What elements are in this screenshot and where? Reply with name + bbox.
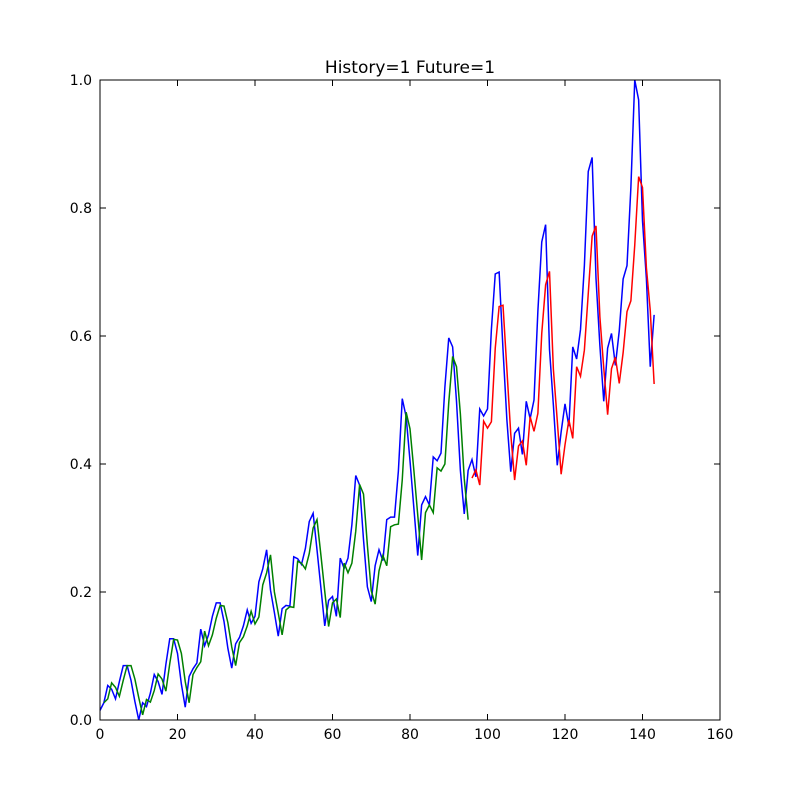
series-line-2 xyxy=(471,176,655,486)
x-tick-label: 60 xyxy=(324,727,342,743)
x-tick-label: 100 xyxy=(474,727,501,743)
x-tick-label: 120 xyxy=(552,727,579,743)
series-line-0 xyxy=(99,79,655,721)
series-layer xyxy=(99,79,655,721)
x-tick-label: 160 xyxy=(707,727,734,743)
y-tick-label: 0.2 xyxy=(70,585,92,601)
x-tick-label: 80 xyxy=(401,727,419,743)
y-tick-label: 0.0 xyxy=(70,713,92,729)
y-tick-label: 0.6 xyxy=(70,329,92,345)
x-tick-label: 20 xyxy=(169,727,187,743)
x-tick-label: 140 xyxy=(629,727,656,743)
x-tick-label: 40 xyxy=(246,727,264,743)
chart-title: History=1 Future=1 xyxy=(325,58,495,78)
x-tick-label: 0 xyxy=(96,727,105,743)
y-tick-label: 0.8 xyxy=(70,201,92,217)
y-tick-label: 1.0 xyxy=(70,73,92,89)
axes-layer: 0 20 40 60 80 100 120 140 160 0.0 0.2 0.4 0.6 0.8 1.0 xyxy=(70,73,734,743)
series-line-1 xyxy=(103,356,469,716)
y-tick-label: 0.4 xyxy=(70,457,92,473)
